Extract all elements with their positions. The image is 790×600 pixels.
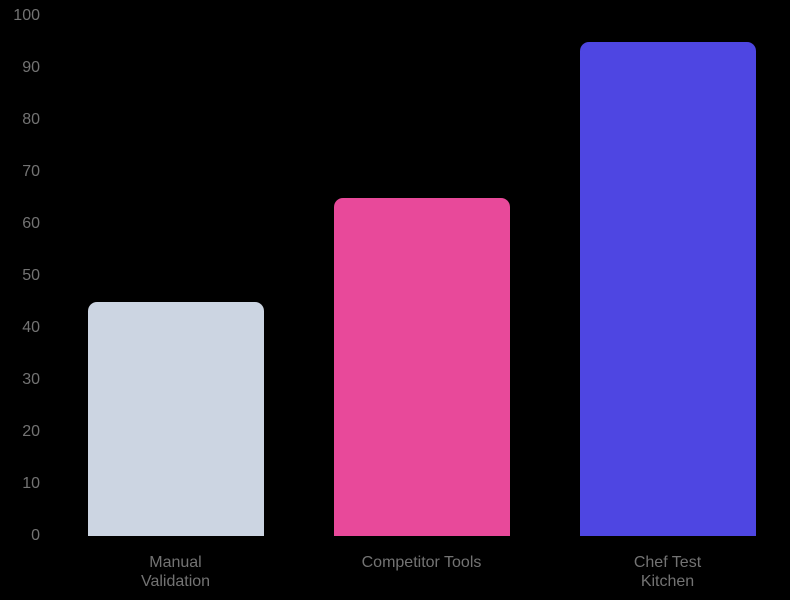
y-tick-label: 30 <box>22 371 40 388</box>
y-tick-label: 50 <box>22 267 40 284</box>
x-tick-label-chef-test-kitchen: Chef Test Kitchen <box>548 553 788 591</box>
x-tick-label-line: Validation <box>140 573 211 590</box>
y-tick-label: 10 <box>22 475 40 492</box>
y-tick-label: 20 <box>22 423 40 440</box>
bar-chef-test-kitchen <box>579 42 756 536</box>
y-tick-label: 40 <box>22 319 40 336</box>
x-tick-label-line: Competitor Tools <box>361 554 482 571</box>
bar-manual-validation <box>87 302 264 536</box>
y-tick-label: 0 <box>31 527 40 544</box>
x-tick-label-line: Manual <box>149 554 202 571</box>
y-tick-label: 70 <box>22 163 40 180</box>
y-tick-label: 90 <box>22 59 40 76</box>
y-tick-label: 100 <box>13 7 40 24</box>
y-tick-label: 80 <box>22 111 40 128</box>
x-tick-label-competitor-tools: Competitor Tools <box>302 553 542 572</box>
bar-competitor-tools <box>333 198 510 536</box>
x-tick-label-manual-validation: Manual Validation <box>56 553 296 591</box>
x-tick-label-line: Kitchen <box>640 573 695 590</box>
x-tick-label-line: Chef Test <box>633 554 702 571</box>
y-tick-label: 60 <box>22 215 40 232</box>
